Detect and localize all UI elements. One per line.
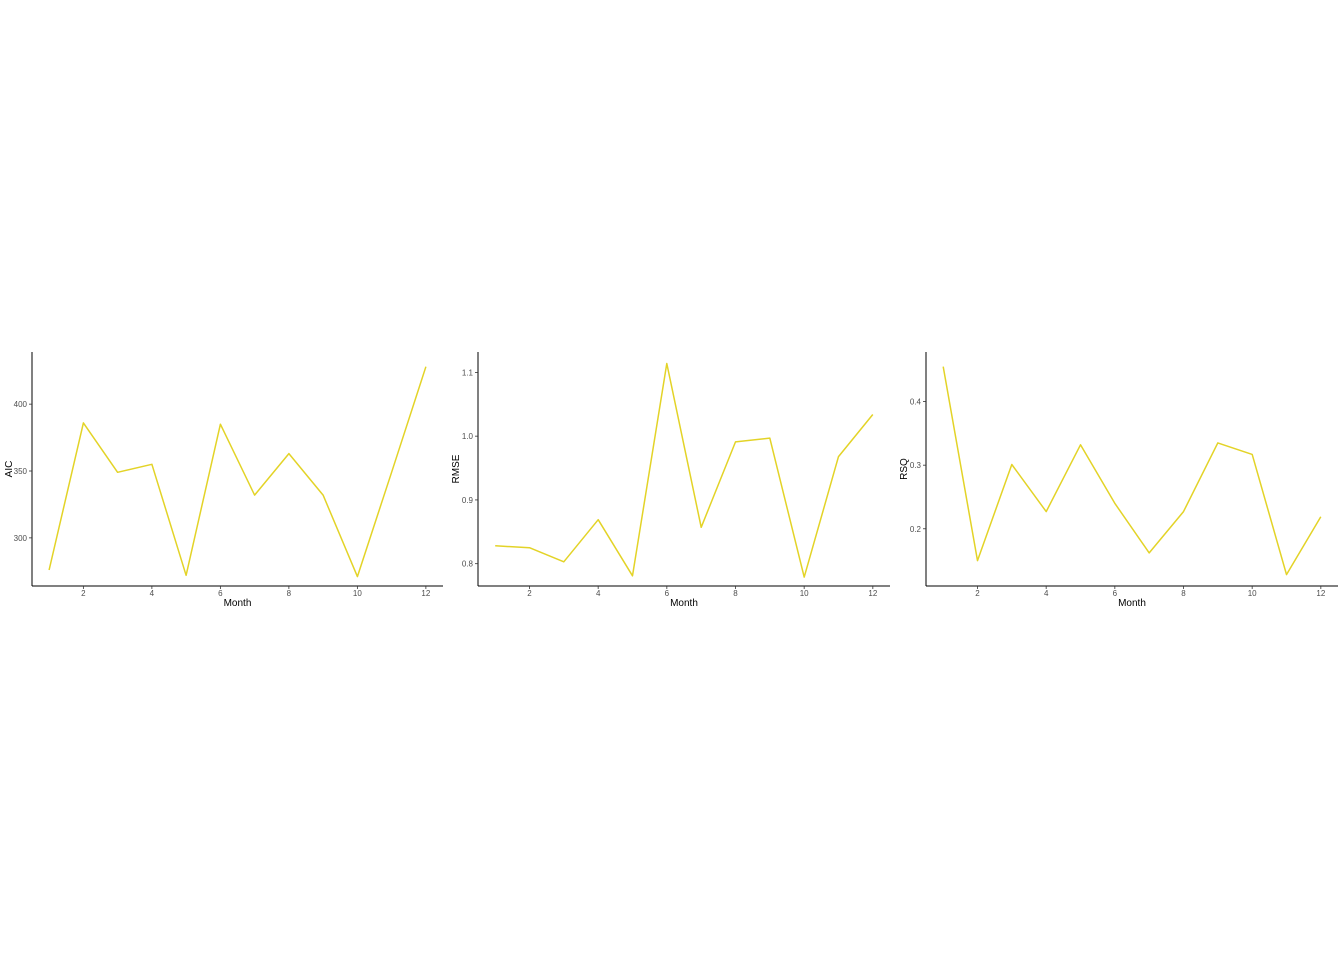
x-tick-label: 12 bbox=[421, 589, 430, 598]
x-tick-label: 2 bbox=[81, 589, 86, 598]
x-tick-label: 4 bbox=[596, 589, 601, 598]
x-tick-label: 8 bbox=[287, 589, 292, 598]
x-axis-title: Month bbox=[670, 598, 698, 609]
y-tick-label: 0.3 bbox=[910, 461, 922, 470]
rsq-panel: 2 4 6 8 10 12 0.2 0.3 0.4 Month RSQ bbox=[899, 352, 1338, 609]
x-tick-label: 6 bbox=[665, 589, 670, 598]
x-axis-title: Month bbox=[224, 598, 252, 609]
y-tick-label: 300 bbox=[14, 534, 28, 543]
y-tick-label: 350 bbox=[14, 467, 28, 476]
x-tick-label: 2 bbox=[975, 589, 980, 598]
x-tick-label: 2 bbox=[527, 589, 532, 598]
y-axis-title: AIC bbox=[4, 461, 15, 478]
series-line bbox=[495, 362, 874, 578]
x-tick-label: 12 bbox=[868, 589, 877, 598]
x-tick-label: 6 bbox=[218, 589, 223, 598]
x-tick-label: 12 bbox=[1316, 589, 1325, 598]
y-tick-label: 0.2 bbox=[910, 525, 922, 534]
series-line bbox=[48, 366, 427, 578]
y-tick-label: 0.9 bbox=[462, 496, 474, 505]
x-axis-title: Month bbox=[1118, 598, 1146, 609]
y-tick-label: 400 bbox=[14, 400, 28, 409]
y-axis-title: RMSE bbox=[451, 454, 462, 483]
x-tick-label: 8 bbox=[1181, 589, 1186, 598]
x-tick-label: 4 bbox=[150, 589, 155, 598]
x-tick-label: 8 bbox=[733, 589, 738, 598]
rmse-panel: 2 4 6 8 10 12 0.8 0.9 1.0 1.1 Month RMSE bbox=[451, 352, 890, 609]
y-axis-title: RSQ bbox=[899, 458, 910, 480]
aic-panel: 2 4 6 8 10 12 300 350 400 Month AIC bbox=[4, 352, 443, 609]
x-tick-label: 10 bbox=[1248, 589, 1257, 598]
y-tick-label: 0.8 bbox=[462, 560, 474, 569]
series-line bbox=[942, 366, 1322, 576]
x-tick-label: 10 bbox=[800, 589, 809, 598]
x-tick-label: 10 bbox=[353, 589, 362, 598]
x-tick-label: 6 bbox=[1113, 589, 1118, 598]
y-tick-label: 0.4 bbox=[910, 398, 922, 407]
y-tick-label: 1.1 bbox=[462, 368, 474, 377]
y-tick-label: 1.0 bbox=[462, 432, 474, 441]
x-tick-label: 4 bbox=[1044, 589, 1049, 598]
